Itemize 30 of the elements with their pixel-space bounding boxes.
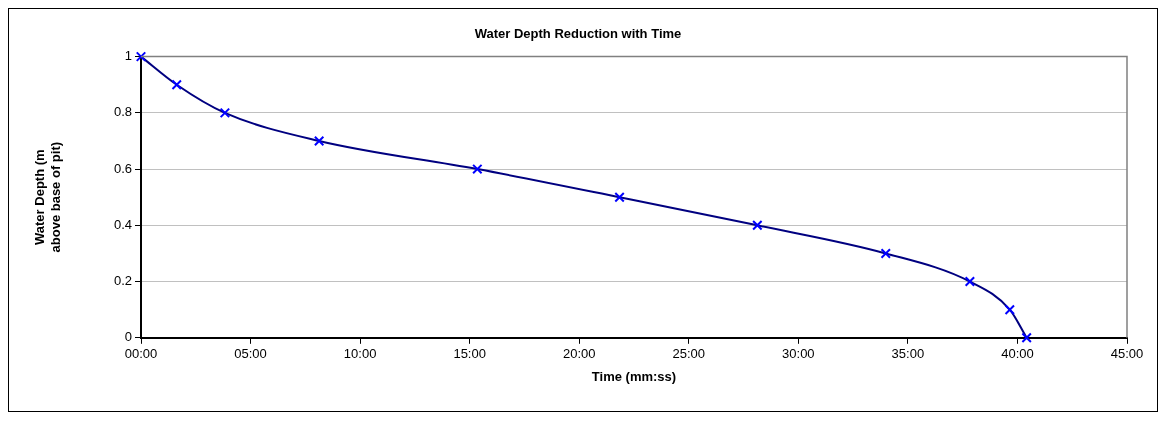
- point: [219, 107, 231, 119]
- y-tick-label: 0: [124, 329, 132, 345]
- point: [1021, 332, 1032, 344]
- point: [135, 51, 147, 62]
- y-axis-title: Water Depth (m above base of pit): [32, 141, 63, 253]
- point: [171, 79, 182, 90]
- x-tick-label: 45:00: [1110, 346, 1144, 362]
- y-tick-label: 1: [124, 48, 132, 64]
- x-tick-label: 25:00: [672, 346, 706, 362]
- point: [1004, 304, 1016, 315]
- point: [880, 248, 891, 259]
- x-tick-label: 10:00: [343, 346, 377, 362]
- y-tick-label: 0.4: [113, 216, 132, 232]
- x-tick-label: 00:00: [124, 346, 158, 362]
- x-tick-label: 30:00: [782, 346, 815, 362]
- y-tick-label: 0.6: [113, 160, 132, 176]
- x-tick-label: 20:00: [562, 346, 596, 362]
- point: [964, 276, 976, 287]
- x-axis-title: Time (mm:ss): [591, 368, 677, 384]
- y-tick-label: 0.8: [113, 104, 132, 120]
- x-tick-label: 05:00: [234, 346, 267, 362]
- x-tick-label: 35:00: [891, 346, 925, 362]
- point: [614, 191, 625, 203]
- chart-title: Water Depth Reduction with Time: [474, 26, 682, 42]
- x-tick-label: 15:00: [453, 346, 486, 362]
- point: [752, 220, 763, 231]
- point: [313, 135, 325, 147]
- y-tick-label: 0.2: [113, 273, 132, 289]
- x-tick-label: 40:00: [1001, 346, 1034, 362]
- point: [472, 163, 483, 175]
